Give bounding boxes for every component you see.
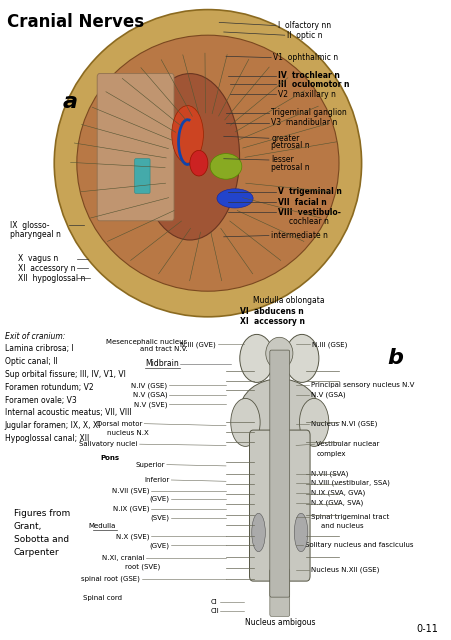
Text: N.VIII (vestibular, SSA): N.VIII (vestibular, SSA)	[310, 479, 389, 486]
Text: N.III (GSE): N.III (GSE)	[311, 341, 346, 348]
Text: 0-11: 0-11	[416, 623, 437, 634]
Text: Superior: Superior	[135, 461, 165, 468]
Text: XI  accessory n: XI accessory n	[239, 317, 304, 326]
Ellipse shape	[77, 35, 338, 291]
Text: V3  mandibular n: V3 mandibular n	[271, 118, 337, 127]
Ellipse shape	[294, 513, 307, 552]
Text: Sup orbital fissure; III, IV, V1, VI: Sup orbital fissure; III, IV, V1, VI	[5, 370, 125, 379]
Ellipse shape	[239, 334, 273, 382]
Text: CI: CI	[210, 598, 216, 605]
FancyBboxPatch shape	[134, 159, 150, 193]
Text: (GVE): (GVE)	[149, 496, 169, 502]
Text: I  olfactory nn: I olfactory nn	[277, 21, 331, 30]
Ellipse shape	[54, 10, 361, 317]
Text: III  oculomotor n: III oculomotor n	[277, 80, 349, 89]
Text: Nucleus ambigous: Nucleus ambigous	[244, 618, 315, 627]
Text: XI  accessory n: XI accessory n	[18, 264, 75, 273]
Text: complex: complex	[316, 451, 345, 457]
Text: V1  ophthalmic n: V1 ophthalmic n	[273, 53, 338, 62]
Text: Midbrain: Midbrain	[144, 359, 178, 368]
Text: lesser: lesser	[271, 156, 293, 164]
Text: petrosal n: petrosal n	[271, 163, 309, 172]
Text: Nucleus N.VI (GSE): Nucleus N.VI (GSE)	[310, 420, 377, 427]
Ellipse shape	[299, 398, 328, 447]
Text: Medulla: Medulla	[87, 523, 115, 529]
Text: Jugular foramen; IX, X, XI: Jugular foramen; IX, X, XI	[5, 421, 101, 430]
Text: Pons: Pons	[101, 454, 120, 461]
Text: IX  glosso-: IX glosso-	[10, 221, 49, 230]
Text: N.X (SVE): N.X (SVE)	[115, 533, 149, 540]
Text: a: a	[62, 92, 78, 113]
Text: IV  trochlear n: IV trochlear n	[277, 71, 339, 80]
Ellipse shape	[140, 74, 239, 240]
Text: N.XI, cranial: N.XI, cranial	[102, 555, 144, 561]
Text: petrosal n: petrosal n	[271, 141, 309, 150]
Ellipse shape	[189, 150, 207, 176]
Ellipse shape	[239, 379, 318, 443]
Text: Vestibular nuclear: Vestibular nuclear	[316, 441, 379, 447]
Ellipse shape	[265, 337, 292, 369]
Text: N.VII (SVA): N.VII (SVA)	[310, 470, 348, 477]
Text: pharyngeal n: pharyngeal n	[10, 230, 61, 239]
Text: Inferior: Inferior	[144, 477, 169, 483]
Text: VI  abducens n: VI abducens n	[239, 307, 303, 316]
Text: Figures from
Grant,
Sobotta and
Carpenter: Figures from Grant, Sobotta and Carpente…	[14, 509, 69, 557]
Text: N.V (GSA): N.V (GSA)	[132, 392, 167, 398]
Text: N.IX (SVA, GVA): N.IX (SVA, GVA)	[310, 490, 364, 496]
Text: Exit of cranium:: Exit of cranium:	[5, 332, 65, 340]
Text: V  trigeminal n: V trigeminal n	[277, 188, 341, 196]
Text: N.X (GVA, SVA): N.X (GVA, SVA)	[310, 500, 363, 506]
Text: Mesencephalic nucleus
and tract N.V.: Mesencephalic nucleus and tract N.V.	[106, 339, 187, 352]
Text: Principal sensory nucleus N.V: Principal sensory nucleus N.V	[310, 382, 414, 388]
Text: Internal acoustic meatus; VII, VIII: Internal acoustic meatus; VII, VIII	[5, 408, 131, 417]
Text: intermediate n: intermediate n	[271, 231, 327, 240]
Text: N.IV (GSE): N.IV (GSE)	[131, 382, 167, 388]
Text: VII  facial n: VII facial n	[277, 198, 326, 207]
Text: N.VII (SVE): N.VII (SVE)	[111, 488, 149, 494]
Ellipse shape	[171, 106, 203, 163]
Text: V2  maxillary n: V2 maxillary n	[277, 90, 335, 99]
Text: VIII  vestibulo-: VIII vestibulo-	[277, 208, 340, 217]
FancyBboxPatch shape	[249, 430, 309, 581]
Text: CII: CII	[210, 607, 218, 614]
Text: N.V (GSA): N.V (GSA)	[310, 392, 345, 398]
Text: greater: greater	[271, 134, 299, 143]
Text: Foramen rotundum; V2: Foramen rotundum; V2	[5, 383, 93, 392]
Text: Mudulla oblongata: Mudulla oblongata	[253, 296, 324, 305]
FancyBboxPatch shape	[97, 74, 174, 221]
Text: Salivatory nuclei: Salivatory nuclei	[79, 441, 138, 447]
Text: nucleus N.X: nucleus N.X	[107, 430, 149, 436]
Text: Spinal cord: Spinal cord	[83, 595, 122, 602]
Text: b: b	[387, 348, 403, 369]
Ellipse shape	[285, 334, 318, 382]
Ellipse shape	[251, 513, 265, 552]
Text: Trigeminal ganglion: Trigeminal ganglion	[271, 108, 346, 117]
Text: Foramen ovale; V3: Foramen ovale; V3	[5, 396, 76, 404]
Text: Lamina cribrosa; I: Lamina cribrosa; I	[5, 344, 73, 353]
Ellipse shape	[230, 398, 260, 447]
Text: Spinal trigeminal tract: Spinal trigeminal tract	[310, 514, 388, 520]
Text: (SVE): (SVE)	[150, 515, 169, 521]
Text: spinal root (GSE): spinal root (GSE)	[81, 576, 140, 582]
Text: XII  hypoglossal n: XII hypoglossal n	[18, 274, 85, 283]
Ellipse shape	[210, 154, 241, 179]
Text: cochlear n: cochlear n	[289, 217, 328, 226]
Text: X  vagus n: X vagus n	[18, 254, 58, 263]
Text: root (SVE): root (SVE)	[125, 564, 160, 570]
Text: Cranial Nerves: Cranial Nerves	[7, 13, 143, 31]
Text: N.III (GVE): N.III (GVE)	[180, 341, 216, 348]
Text: N.V (SVE): N.V (SVE)	[133, 401, 167, 408]
Text: Nucleus N.XII (GSE): Nucleus N.XII (GSE)	[310, 566, 378, 573]
Ellipse shape	[216, 189, 253, 208]
FancyBboxPatch shape	[269, 569, 289, 616]
Text: and nucleus: and nucleus	[320, 523, 363, 529]
Text: Hypoglossal canal; XII: Hypoglossal canal; XII	[5, 434, 88, 443]
FancyBboxPatch shape	[269, 350, 289, 597]
Text: II  optic n: II optic n	[286, 31, 322, 40]
Text: Dorsal motor: Dorsal motor	[97, 420, 142, 427]
Text: Solitary nucleus and fasciculus: Solitary nucleus and fasciculus	[304, 542, 413, 548]
Text: (GVE): (GVE)	[149, 542, 169, 548]
Text: Optic canal; II: Optic canal; II	[5, 357, 57, 366]
Text: N.IX (GVE): N.IX (GVE)	[112, 506, 149, 512]
